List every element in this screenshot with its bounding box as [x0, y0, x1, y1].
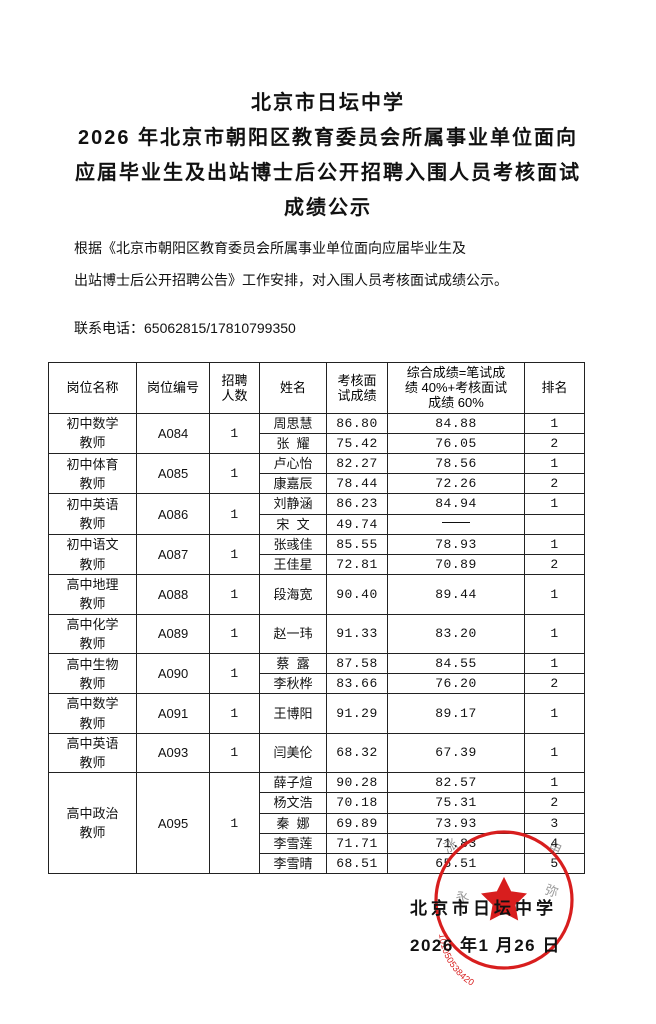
svg-text:甲: 甲	[546, 839, 564, 858]
